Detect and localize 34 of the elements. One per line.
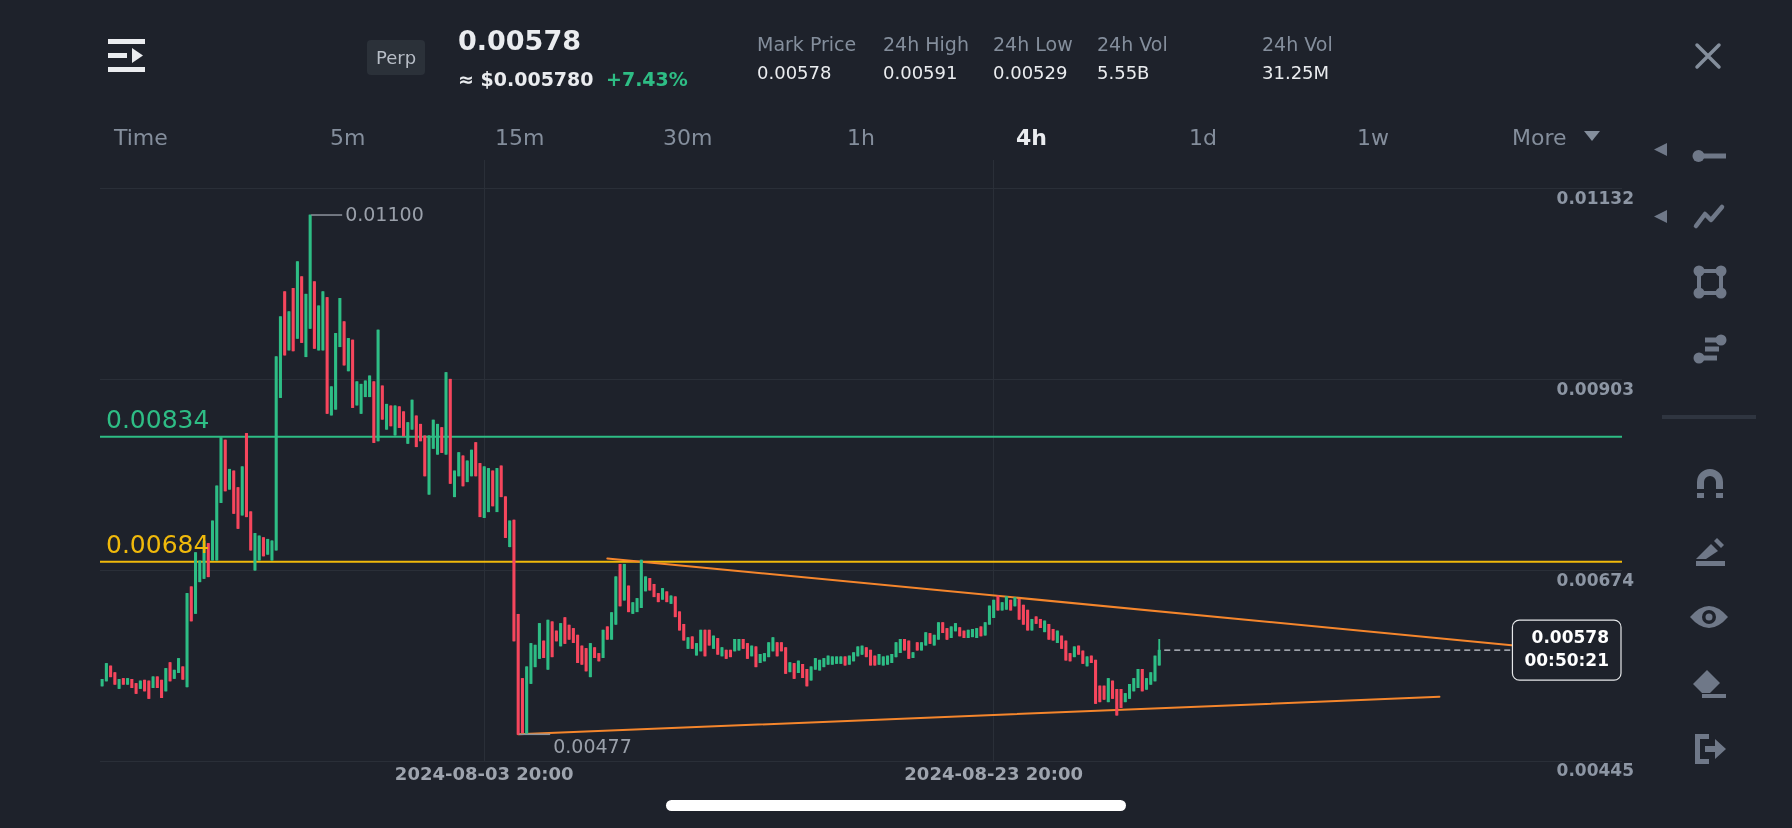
y-tick-label: 0.01132 xyxy=(1556,187,1634,208)
text: 31.25M xyxy=(1262,62,1330,83)
text: +7.43% xyxy=(606,68,688,90)
y-tick-label: 0.00903 xyxy=(1556,378,1634,399)
annotation: 0.01100 xyxy=(345,202,424,225)
text: 24h Low xyxy=(993,33,1073,55)
text: 1w xyxy=(1357,125,1389,150)
ref-line-label: 0.00834 xyxy=(106,404,210,434)
text: 4h xyxy=(1016,125,1047,150)
chart-title: 0.00578 xyxy=(757,62,832,83)
text: 5.55B xyxy=(1097,62,1150,83)
text: 0.00578 xyxy=(458,25,581,56)
text: 24h High xyxy=(883,33,969,55)
ref-line-label: 0.00578 00:50:21 xyxy=(1524,627,1609,671)
text: 24h Vol xyxy=(1262,33,1333,55)
text: 30m xyxy=(663,125,713,150)
text: 1h xyxy=(847,125,875,150)
text: 5m xyxy=(330,125,366,150)
y-tick-label: 0.00445 xyxy=(1556,760,1634,781)
text: 15m xyxy=(495,125,545,150)
ref-line-label: 0.00684 xyxy=(106,529,210,559)
text: 1d xyxy=(1189,125,1217,150)
text: 0.00591 xyxy=(883,62,958,83)
text: More xyxy=(1512,125,1567,150)
text: 0.00529 xyxy=(993,62,1068,83)
text: Time xyxy=(114,125,168,150)
x-tick-label: 2024-08-03 20:00 xyxy=(394,763,574,785)
chart-subtitle: ≈ $0.005780 xyxy=(458,68,594,90)
annotation: 0.00477 xyxy=(553,734,632,757)
x-tick-label: 2024-08-23 20:00 xyxy=(904,763,1084,785)
text: 24h Vol xyxy=(1097,33,1168,55)
text: Perp xyxy=(367,40,426,75)
text: Mark Price xyxy=(757,33,857,55)
y-tick-label: 0.00674 xyxy=(1556,569,1635,590)
